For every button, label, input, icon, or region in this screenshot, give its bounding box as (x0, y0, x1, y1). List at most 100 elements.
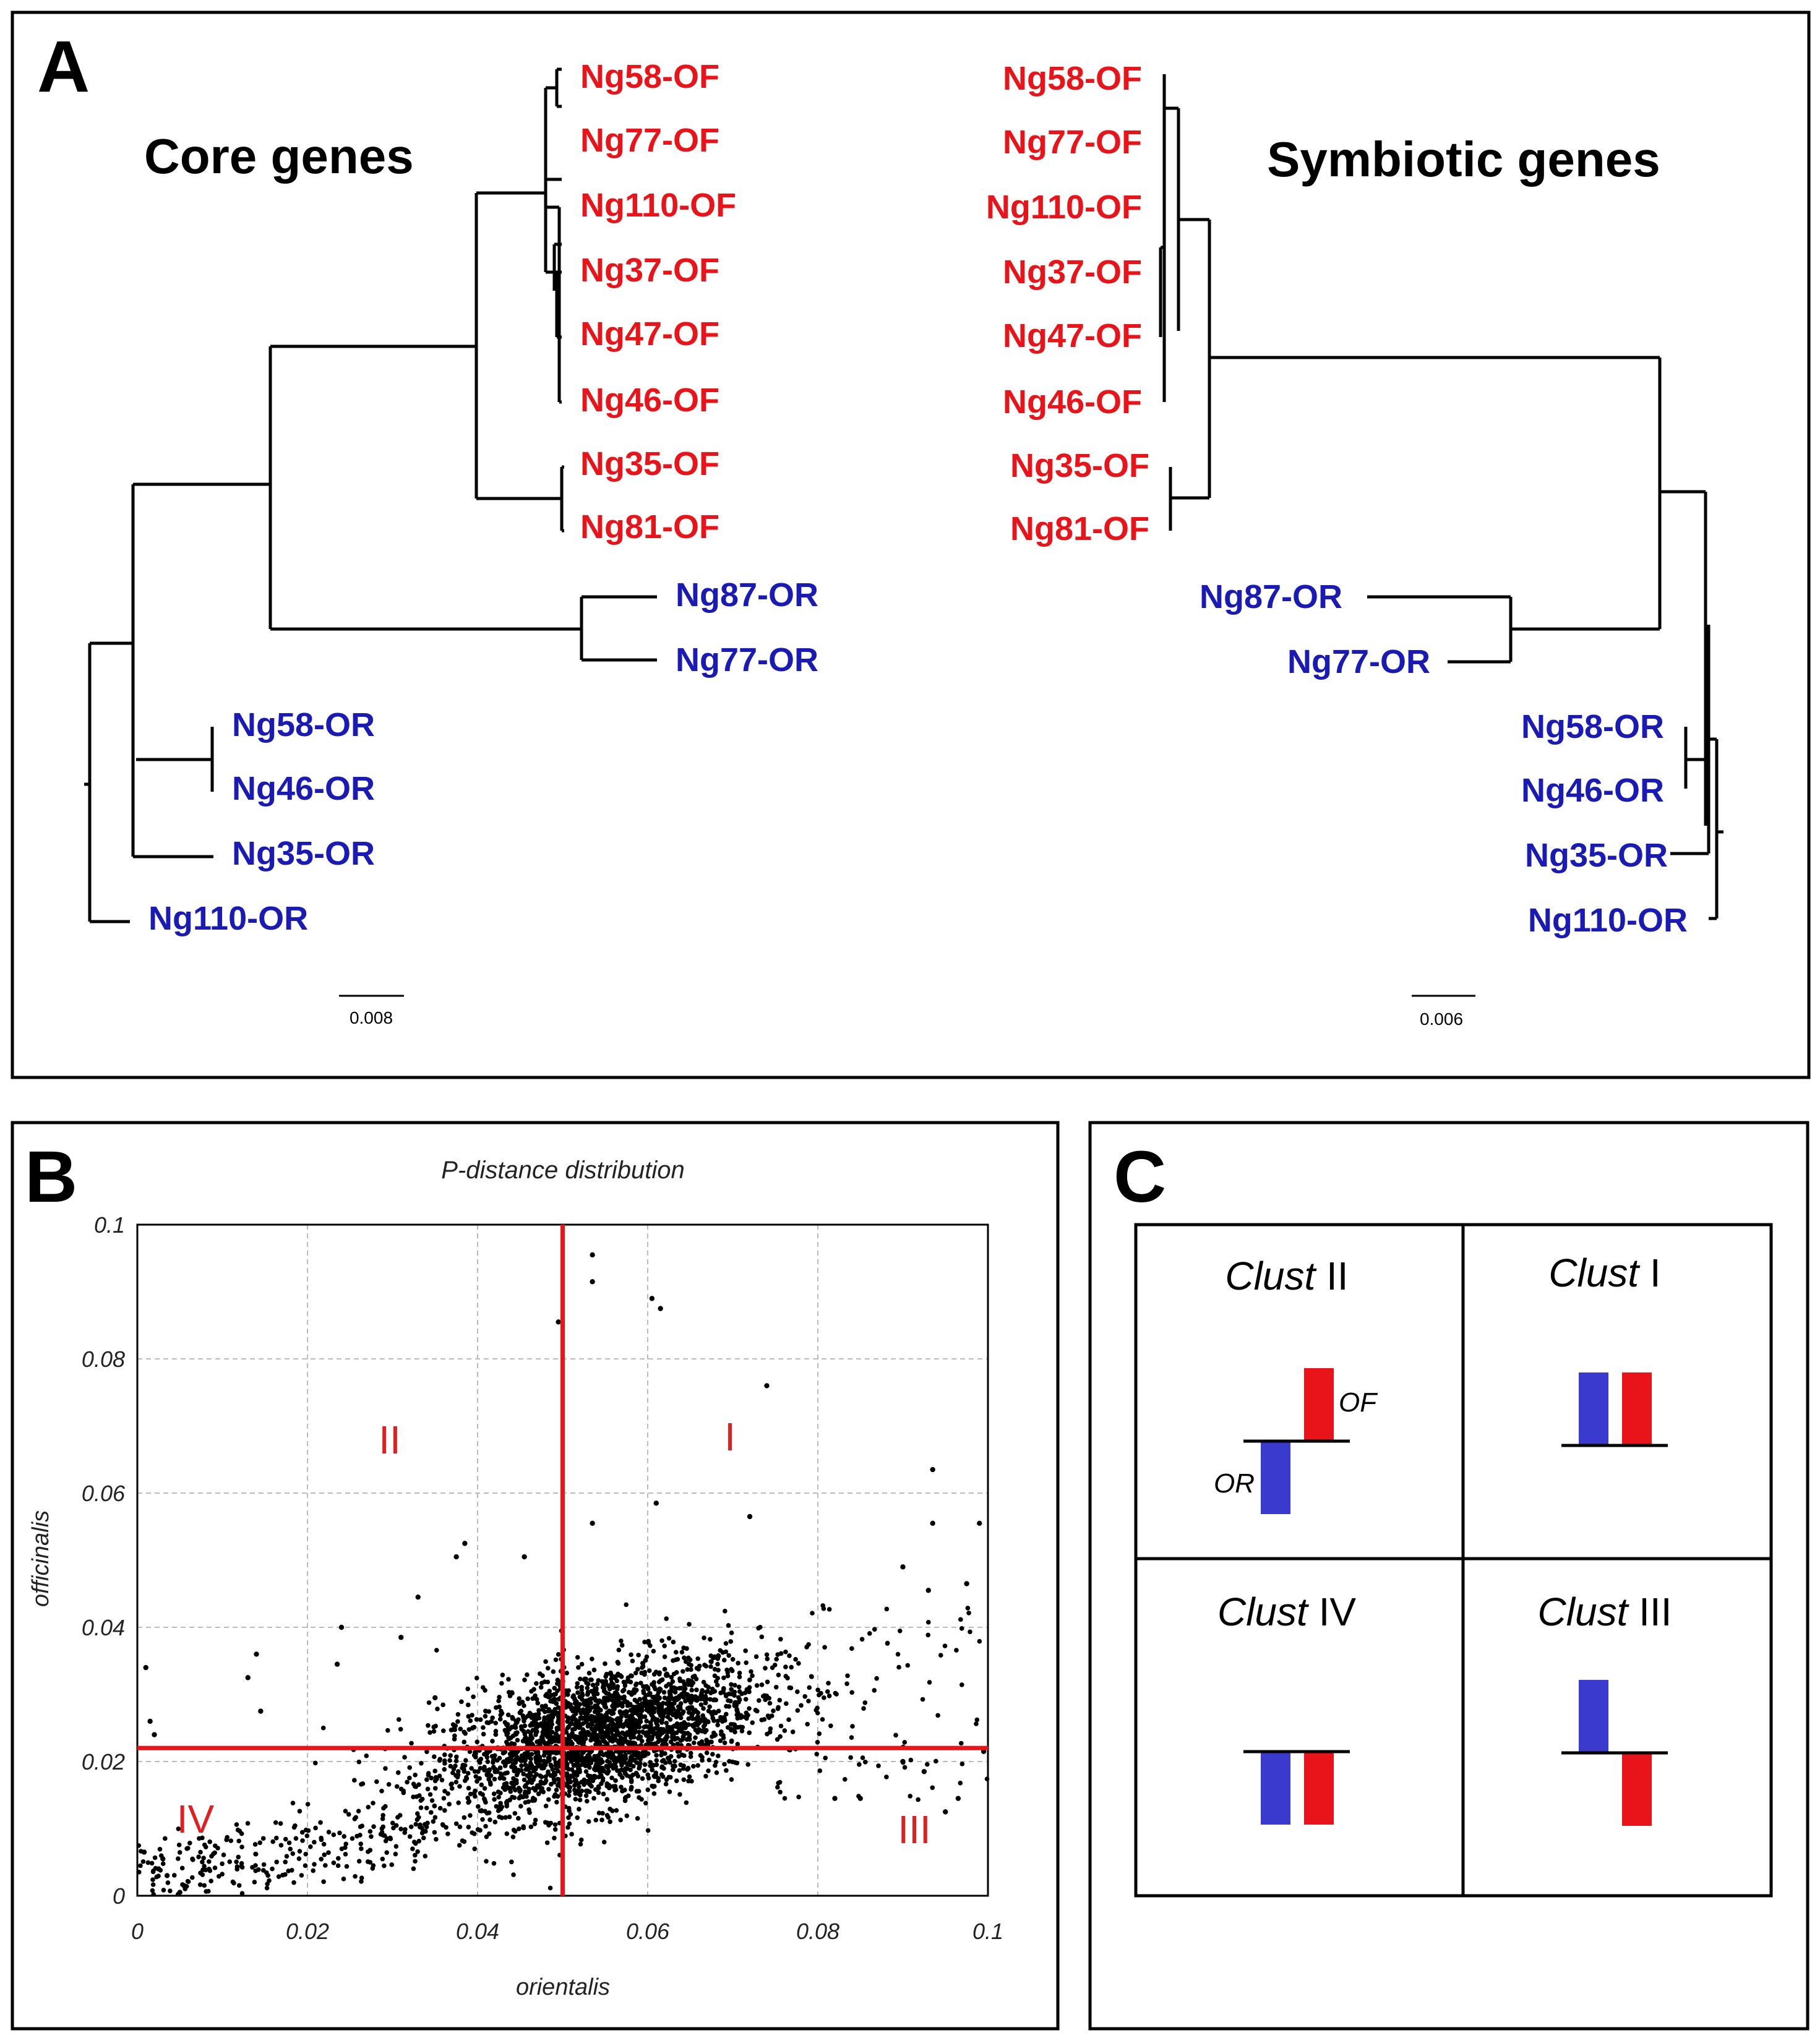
scatter-point (588, 1774, 593, 1779)
scatter-point (590, 1252, 595, 1258)
scatter-point (598, 1708, 603, 1713)
scatter-point (729, 1687, 734, 1692)
scatter-point (589, 1677, 594, 1682)
scatter-point (619, 1643, 625, 1648)
scatter-point (675, 1741, 680, 1747)
scatter-point (654, 1753, 659, 1758)
scatter-point (789, 1664, 794, 1670)
scatter-point (679, 1729, 684, 1734)
scatter-point (522, 1703, 526, 1708)
scatter-point (453, 1779, 459, 1785)
scatter-point (745, 1762, 750, 1767)
scatter-point (323, 1863, 328, 1868)
scatter-point (567, 1775, 573, 1780)
scatter-point (718, 1738, 723, 1744)
scale-left-label: 0.008 (350, 1008, 393, 1027)
scatter-point (547, 1730, 553, 1736)
or-bar (1261, 1441, 1290, 1514)
scatter-point (371, 1800, 376, 1806)
plot-points (136, 1225, 990, 1897)
scatter-point (579, 1731, 584, 1736)
scatter-point (573, 1797, 578, 1802)
scatter-point (867, 1631, 872, 1636)
scatter-point (496, 1698, 501, 1703)
scatter-point (930, 1466, 935, 1473)
scatter-point (673, 1650, 679, 1655)
scatter-point (743, 1697, 749, 1702)
scatter-point (580, 1692, 585, 1698)
scatter-point (506, 1786, 511, 1791)
scatter-point (609, 1737, 614, 1743)
scatter-point (616, 1672, 621, 1678)
scatter-point (370, 1865, 376, 1871)
or-label: OR (1214, 1468, 1255, 1499)
scatter-point (692, 1674, 697, 1679)
scatter-point (521, 1824, 526, 1829)
scatter-point (601, 1839, 607, 1845)
scatter-point (518, 1804, 523, 1809)
scatter-point (600, 1810, 605, 1816)
scatter-point (677, 1768, 682, 1773)
scatter-point (176, 1826, 181, 1831)
scatter-point (602, 1701, 607, 1706)
scatter-point (658, 1726, 664, 1732)
scatter-point (815, 1705, 820, 1711)
scatter-point (826, 1693, 832, 1698)
scatter-point (586, 1819, 591, 1824)
scatter-point (703, 1700, 708, 1706)
scatter-point (398, 1727, 403, 1732)
scatter-point (459, 1699, 464, 1705)
scatter-point (680, 1734, 686, 1739)
scatter-point (257, 1840, 263, 1846)
scatter-point (476, 1769, 481, 1775)
scatter-point (510, 1835, 516, 1839)
left-leaf-label: Ng35-OF (580, 445, 719, 482)
scatter-point (555, 1719, 560, 1725)
scatter-point (546, 1694, 551, 1700)
scatter-point (654, 1762, 659, 1768)
scatter-point (966, 1611, 971, 1616)
scatter-point (425, 1786, 431, 1792)
scatter-point (573, 1778, 578, 1783)
scatter-point (651, 1791, 657, 1796)
scatter-point (551, 1735, 556, 1740)
scatter-point (646, 1735, 651, 1740)
scatter-point (614, 1678, 620, 1684)
scatter-point (395, 1770, 401, 1775)
scatter-point (522, 1677, 527, 1682)
scatter-point (465, 1771, 471, 1776)
scatter-point (591, 1668, 597, 1672)
scatter-point (900, 1564, 906, 1570)
scatter-point (538, 1781, 543, 1786)
scatter-point (326, 1850, 331, 1856)
scatter-point (352, 1778, 357, 1783)
scatter-point (712, 1667, 718, 1672)
scatter-point (253, 1863, 258, 1868)
scatter-point (681, 1645, 686, 1650)
left-leaf-label: Ng77-OF (580, 122, 719, 159)
scatter-point (565, 1762, 570, 1766)
left-leaf-label: Ng37-OF (580, 252, 719, 289)
scatter-point (736, 1661, 740, 1666)
scatter-point (872, 1688, 877, 1693)
scatter-point (462, 1541, 468, 1546)
scatter-point (578, 1837, 584, 1843)
scatter-point (261, 1862, 267, 1867)
scatter-point (488, 1773, 494, 1778)
scatter-point (659, 1758, 665, 1764)
scatter-point (654, 1758, 659, 1763)
scatter-point (710, 1734, 715, 1739)
scatter-point (497, 1765, 503, 1771)
scatter-point (632, 1740, 638, 1746)
scatter-point (564, 1729, 569, 1735)
scatter-point (487, 1767, 492, 1772)
scatter-point (552, 1756, 557, 1762)
scatter-point (208, 1878, 213, 1884)
scatter-point (367, 1829, 373, 1834)
scatter-point (260, 1836, 266, 1841)
scatter-point (708, 1697, 713, 1702)
scatter-point (672, 1736, 677, 1740)
left-leaf-label: Ng35-OR (232, 835, 375, 872)
scatter-point (424, 1749, 429, 1754)
scatter-point (528, 1760, 533, 1766)
